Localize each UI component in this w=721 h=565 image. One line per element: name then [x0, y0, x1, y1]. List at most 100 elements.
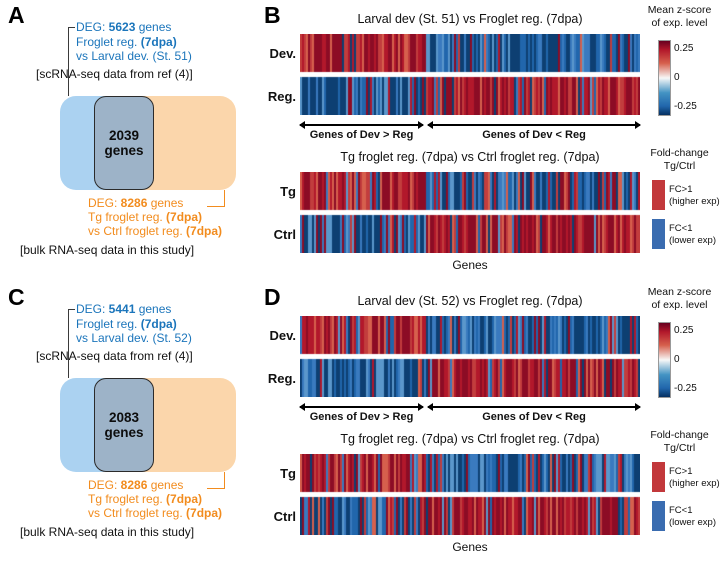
deg-orange-count: 8286 — [120, 196, 148, 210]
legend-swatch-blue — [652, 501, 665, 531]
text-run: genes — [135, 20, 172, 34]
deg-orange-line2: Tg froglet reg. (7dpa) — [88, 492, 222, 506]
legend-title-line2: Tg/Ctrl — [663, 441, 696, 454]
connector-line — [68, 27, 70, 96]
legend-red-line1: FC>1 — [669, 184, 693, 195]
x-axis-label: Genes — [452, 258, 488, 272]
colorbar-tick-zero: 0 — [674, 354, 680, 365]
scrna-source-note: [scRNA-seq data from ref (4)] — [36, 349, 193, 363]
panel-c-label: C — [8, 284, 25, 310]
colorbar-tick-high: 0.25 — [674, 325, 694, 336]
connector-line — [68, 309, 70, 378]
gene-segment-arrows — [299, 403, 641, 410]
text-run: vs Ctrl froglet reg. — [88, 506, 187, 520]
deg-orange-line3: vs Ctrl froglet reg. (7dpa) — [88, 224, 222, 238]
heatmap2-title: Tg froglet reg. (7dpa) vs Ctrl froglet r… — [340, 432, 600, 446]
panel-a-label: A — [8, 2, 25, 28]
text-run: genes — [135, 302, 172, 316]
double-arrow-left — [299, 403, 424, 410]
zscore-colorbar — [658, 322, 671, 398]
deg-orange-line3: vs Ctrl froglet reg. (7dpa) — [88, 506, 222, 520]
row-label-tg: Tg — [280, 466, 296, 481]
overlap-count: 2083 — [108, 410, 140, 425]
legend-blue-line2: (lower exp) — [669, 234, 716, 246]
legend-label-red: FC>1 (higher exp) — [669, 466, 720, 489]
row-label-tg: Tg — [280, 184, 296, 199]
overlap-count: 2039 — [108, 128, 140, 143]
bulk-source-note: [bulk RNA-seq data in this study] — [20, 243, 195, 257]
colorbar-title: Mean z-score of exp. level — [638, 286, 721, 311]
connector-line — [207, 206, 225, 208]
legend-swatch-red — [652, 462, 665, 492]
connector-line — [224, 472, 226, 489]
text-run-bold: (7dpa) — [166, 492, 203, 506]
deg-orange-annotation: DEG: 8286 genes Tg froglet reg. (7dpa) v… — [88, 196, 222, 238]
colorbar-tick-low: -0.25 — [674, 383, 697, 394]
legend-title-line1: Fold-change — [650, 147, 709, 159]
heatmap-dev-vs-reg — [300, 34, 640, 115]
foldchange-legend-title: Fold-change Tg/Ctrl — [638, 147, 721, 172]
deg-blue-annotation: DEG: 5623 genes Froglet reg. (7dpa) vs L… — [76, 20, 192, 64]
row-label-ctrl: Ctrl — [273, 509, 296, 524]
deg-orange-annotation: DEG: 8286 genes Tg froglet reg. (7dpa) v… — [88, 478, 222, 520]
deg-blue-count: 5441 — [108, 302, 136, 316]
connector-line — [207, 488, 225, 490]
connector-line — [224, 190, 226, 207]
heatmap1-title: Larval dev (St. 51) vs Froglet reg. (7dp… — [357, 12, 583, 26]
double-arrow-left — [299, 121, 424, 128]
text-run-bold: (7dpa) — [186, 506, 223, 520]
text-run-bold: (7dpa) — [186, 224, 223, 238]
panel-d-label: D — [264, 284, 281, 310]
legend-swatch-red — [652, 180, 665, 210]
text-run-bold: (7dpa) — [140, 34, 177, 49]
text-run: genes — [147, 478, 184, 492]
deg-blue-line2: Froglet reg. (7dpa) — [76, 317, 192, 332]
bulk-source-note: [bulk RNA-seq data in this study] — [20, 525, 195, 539]
legend-red-line2: (higher exp) — [669, 477, 720, 489]
legend-label-blue: FC<1 (lower exp) — [669, 223, 716, 246]
panel-a: A DEG: 5623 genes Froglet reg. (7dpa) vs… — [0, 0, 260, 282]
text-run: Froglet reg. — [76, 316, 141, 331]
text-run-bold: (7dpa) — [166, 210, 203, 224]
colorbar-title-line2: of exp. level — [651, 298, 708, 311]
zscore-colorbar — [658, 40, 671, 116]
gene-segment-arrows — [299, 121, 641, 128]
panel-b-label: B — [264, 2, 281, 28]
legend-label-red: FC>1 (higher exp) — [669, 184, 720, 207]
segment-label-right: Genes of Dev < Reg — [482, 129, 586, 141]
x-axis-label: Genes — [452, 540, 488, 554]
text-run: Tg froglet reg. — [88, 492, 167, 506]
text-run: Tg froglet reg. — [88, 210, 167, 224]
legend-blue-line2: (lower exp) — [669, 516, 716, 528]
deg-orange-line1: DEG: 8286 genes — [88, 478, 222, 492]
panel-d: D Larval dev (St. 52) vs Froglet reg. (7… — [260, 282, 721, 565]
text-run: DEG: — [76, 20, 109, 34]
deg-blue-line3: vs Larval dev. (St. 51) — [76, 49, 192, 63]
colorbar-title-line1: Mean z-score — [647, 4, 712, 16]
legend-title-line2: Tg/Ctrl — [663, 159, 696, 172]
legend-swatch-blue — [652, 219, 665, 249]
heatmap-dev-vs-reg — [300, 316, 640, 397]
row-label-dev: Dev. — [269, 328, 297, 343]
heatmap2-title: Tg froglet reg. (7dpa) vs Ctrl froglet r… — [340, 150, 600, 164]
overlap-word: genes — [104, 425, 144, 440]
row-label-reg: Reg. — [267, 89, 296, 104]
text-run: DEG: — [76, 302, 109, 316]
double-arrow-right — [427, 121, 641, 128]
heatmap1-title: Larval dev (St. 52) vs Froglet reg. (7dp… — [357, 294, 583, 308]
heatmap-tg-vs-ctrl — [300, 172, 640, 253]
deg-blue-line2: Froglet reg. (7dpa) — [76, 35, 192, 50]
text-run: vs Ctrl froglet reg. — [88, 224, 187, 238]
colorbar-title-line1: Mean z-score — [647, 286, 712, 298]
text-run: genes — [147, 196, 184, 210]
text-run: DEG: — [88, 478, 121, 492]
row-label-dev: Dev. — [269, 46, 297, 61]
venn-overlap: 2083 genes — [94, 378, 154, 472]
deg-blue-count: 5623 — [108, 20, 136, 34]
deg-blue-annotation: DEG: 5441 genes Froglet reg. (7dpa) vs L… — [76, 302, 192, 346]
deg-orange-count: 8286 — [120, 478, 148, 492]
segment-label-left: Genes of Dev > Reg — [309, 411, 414, 423]
heatmap-tg-vs-ctrl — [300, 454, 640, 535]
text-run-bold: (7dpa) — [140, 316, 177, 331]
